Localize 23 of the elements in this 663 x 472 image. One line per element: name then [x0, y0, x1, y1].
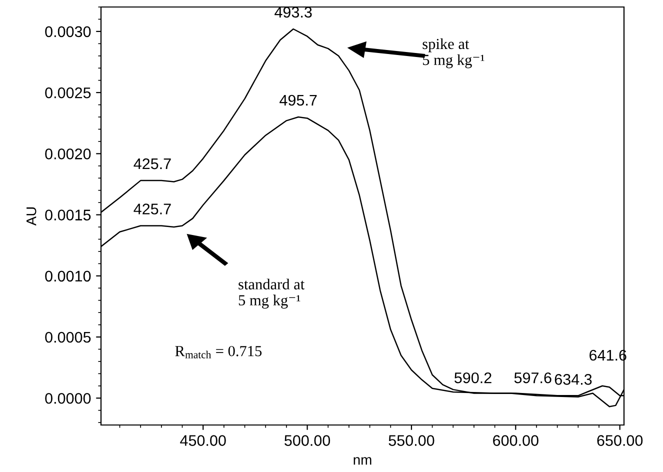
- x-tick-label: 650.00: [597, 435, 643, 446]
- y-tick-label: 0.0005: [45, 332, 91, 343]
- y-tick-label: 0.0025: [45, 87, 91, 98]
- annotation: R$_{match}$ = 0.715: [175, 346, 262, 358]
- x-axis-title: nm: [354, 457, 372, 465]
- y-axis-title: AU: [26, 207, 36, 226]
- y-tick-label: 0.0020: [45, 148, 91, 160]
- annotation: 597.6: [514, 372, 552, 384]
- x-tick-label: 600.00: [493, 435, 538, 446]
- annotation: 425.7: [134, 204, 171, 214]
- annotation: 495.7: [280, 94, 317, 106]
- annotation: standard at 5 mg kg⁻¹: [238, 278, 305, 309]
- y-tick-label: 0.0010: [45, 270, 91, 282]
- x-tick-label: 500.00: [284, 435, 330, 446]
- y-tick-label: 0.0000: [45, 392, 91, 404]
- y-tick-label: 0.0030: [45, 26, 91, 38]
- x-tick-label: 450.00: [180, 435, 226, 446]
- y-tick-label: 0.0015: [45, 210, 91, 220]
- annotation: 425.7: [134, 158, 171, 170]
- x-tick-label: 550.00: [388, 435, 434, 446]
- annotation: 493.3: [274, 6, 312, 18]
- annotation: 634.3: [554, 374, 592, 385]
- annotation: 590.2: [454, 372, 492, 384]
